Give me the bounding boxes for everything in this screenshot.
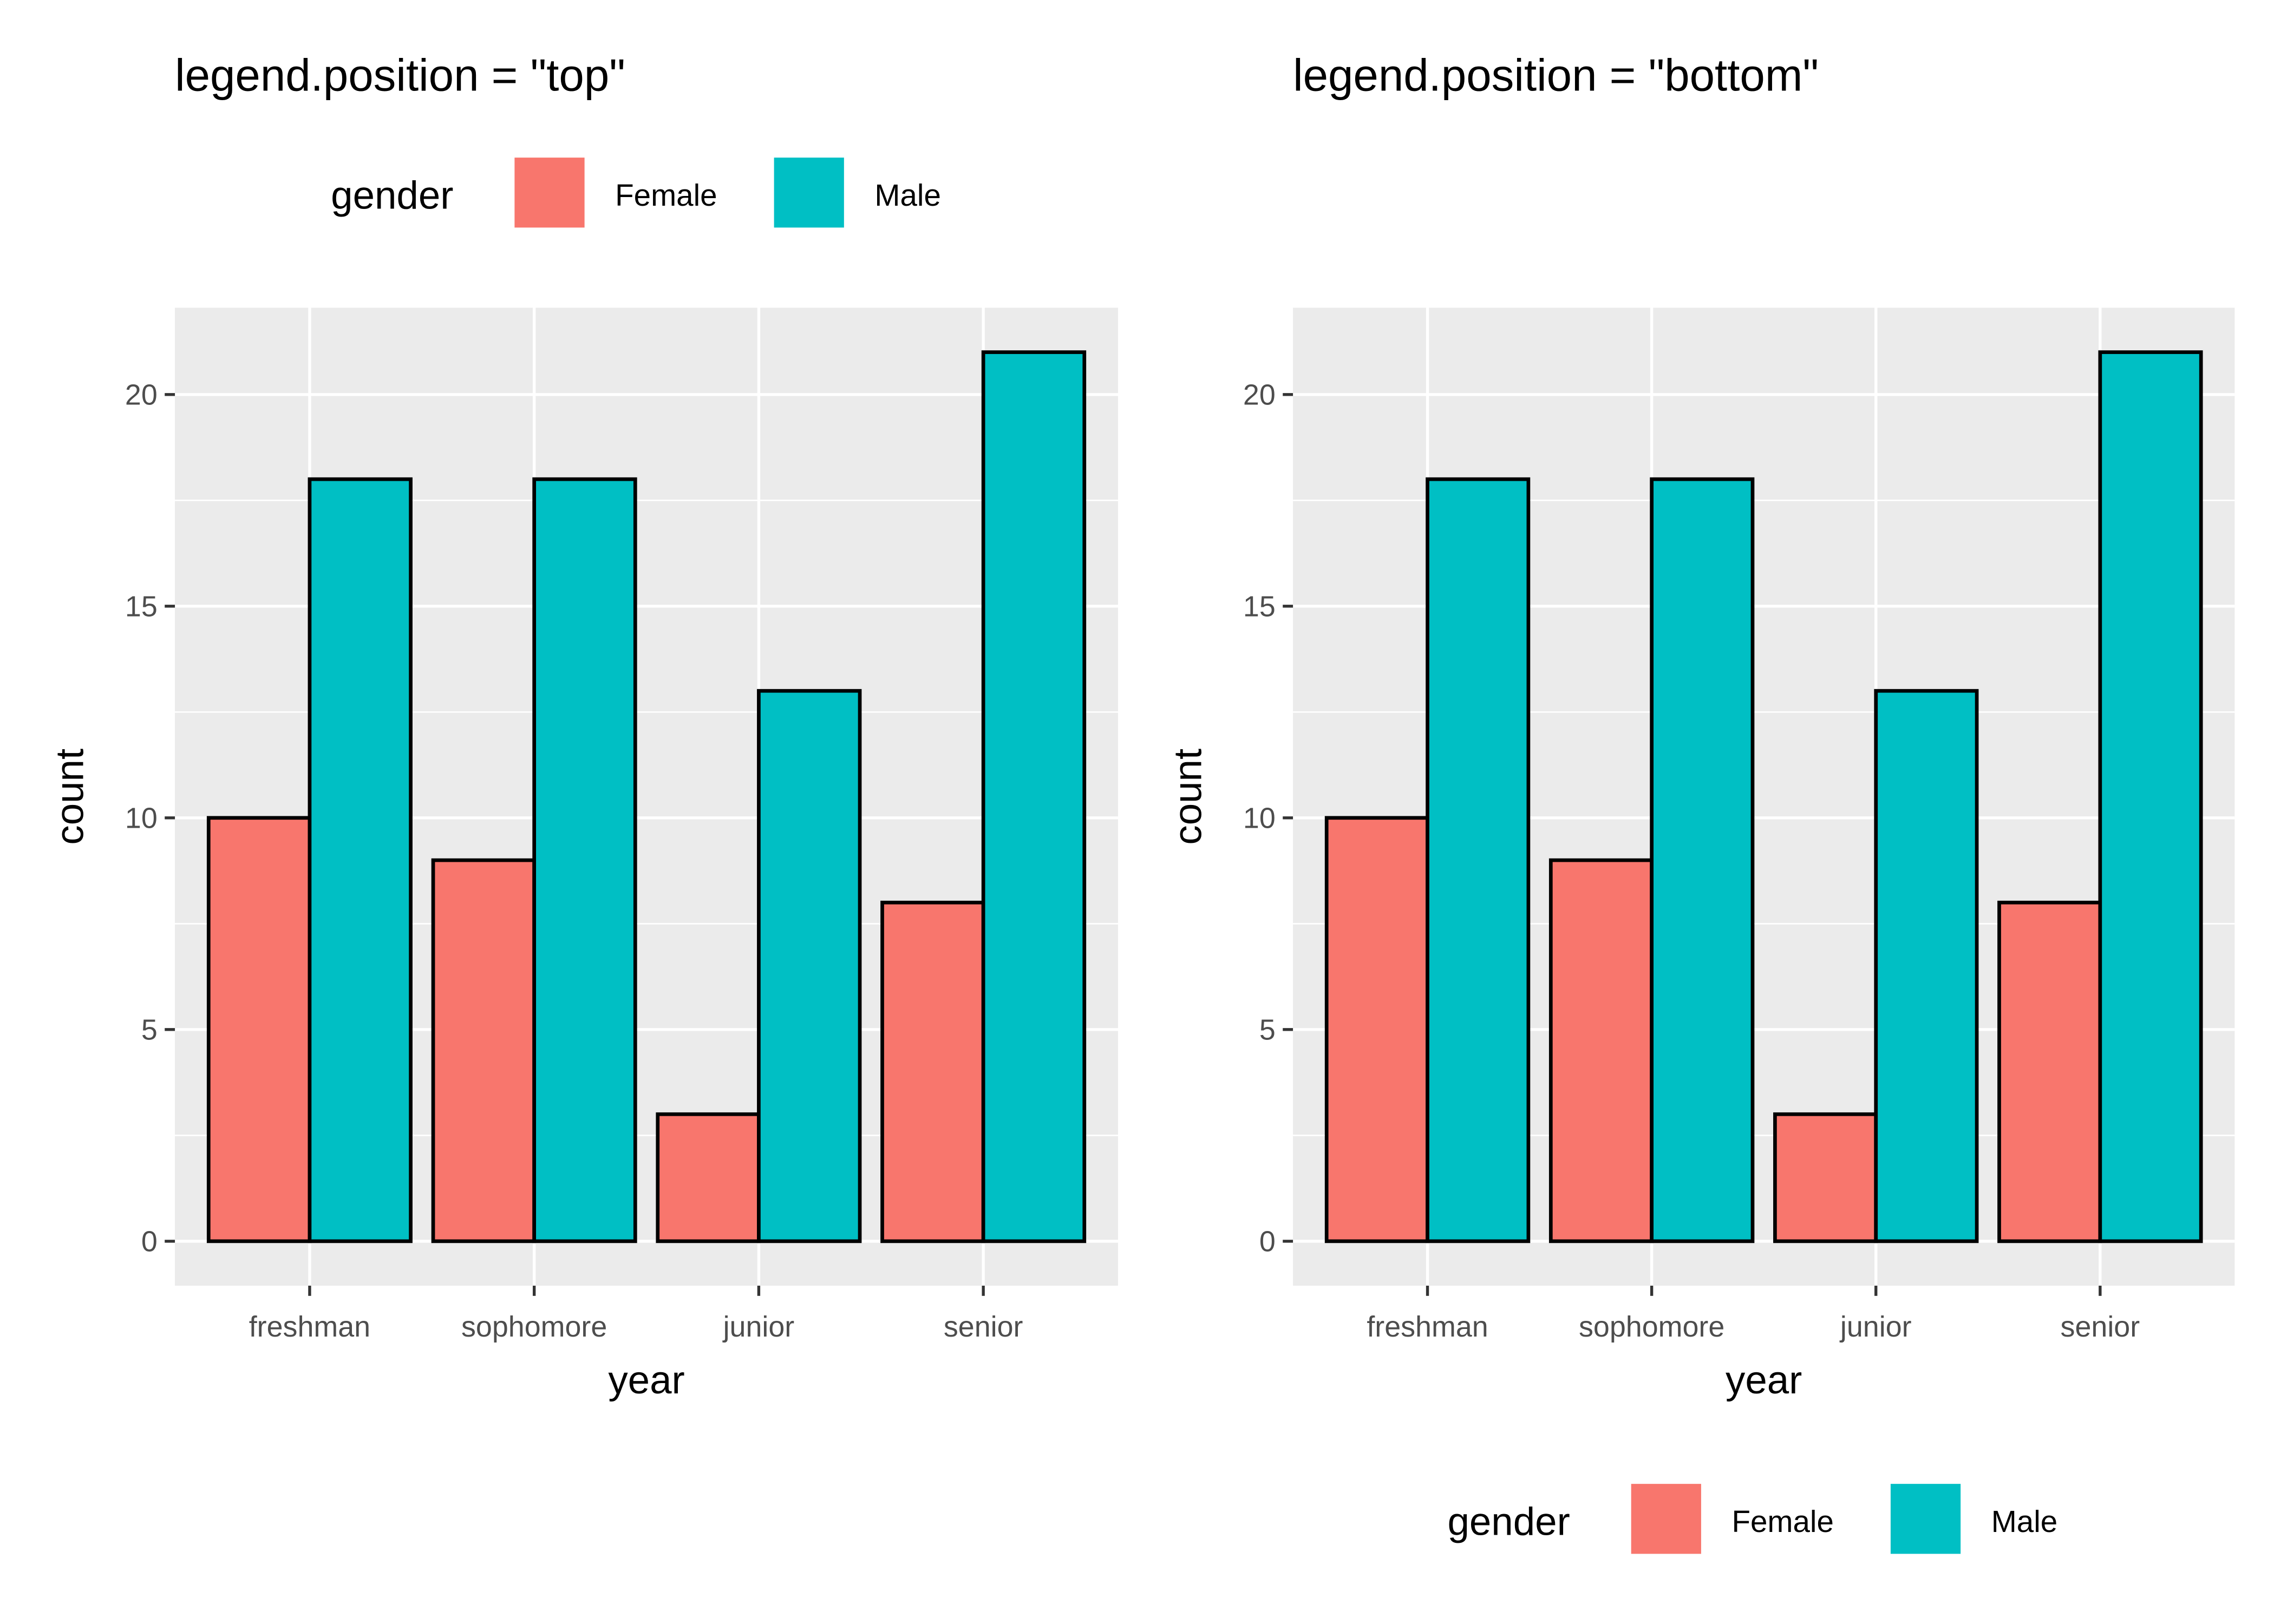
legend-key-female xyxy=(512,154,587,231)
bar-male-freshman xyxy=(1426,477,1531,1243)
bar-male-freshman xyxy=(308,477,413,1243)
legend-key-male xyxy=(771,154,847,231)
y-tick-label: 15 xyxy=(1243,591,1276,623)
bar-male-sophomore xyxy=(1650,477,1755,1243)
y-tick-label: 5 xyxy=(1259,1014,1276,1046)
bar-female-junior xyxy=(656,1112,761,1243)
y-axis-title: count xyxy=(48,749,92,845)
bar-male-senior xyxy=(981,350,1087,1243)
y-tick-label: 10 xyxy=(1243,802,1276,835)
legend-label-female: Female xyxy=(615,178,717,212)
y-axis-title: count xyxy=(1166,749,1210,845)
bar-female-senior xyxy=(880,900,985,1243)
x-tick-label: freshman xyxy=(1367,1311,1488,1343)
y-tick-label: 20 xyxy=(1243,379,1276,411)
x-tick-label: junior xyxy=(1839,1311,1912,1343)
y-tick-label: 0 xyxy=(1259,1226,1276,1258)
chart-title: legend.position = "bottom" xyxy=(1293,49,1819,100)
bar-male-junior xyxy=(757,689,862,1243)
x-tick-label: sophomore xyxy=(1579,1311,1724,1343)
bar-male-senior xyxy=(2098,350,2203,1243)
bar-male-sophomore xyxy=(532,477,637,1243)
x-tick-label: junior xyxy=(722,1311,795,1343)
bar-female-freshman xyxy=(1324,816,1429,1243)
chart-title: legend.position = "top" xyxy=(175,49,625,100)
bar-female-sophomore xyxy=(1548,858,1654,1243)
legend: gender Female Male xyxy=(1447,1481,2058,1557)
legend-label-male: Male xyxy=(1991,1504,2058,1538)
x-tick-label: senior xyxy=(944,1311,1023,1343)
y-tick-label: 20 xyxy=(125,379,158,411)
x-tick-label: sophomore xyxy=(461,1311,607,1343)
x-axis-title: year xyxy=(1726,1358,1802,1402)
x-tick-label: senior xyxy=(2061,1311,2140,1343)
x-tick-label: freshman xyxy=(249,1311,370,1343)
x-axis-title: year xyxy=(608,1358,684,1402)
chart-panel-1: legend.position = "top" 0 5 10 15 20 freshman s… xyxy=(48,49,1119,1402)
legend-title: gender xyxy=(1447,1499,1570,1543)
legend-key-male xyxy=(1887,1481,1964,1557)
y-tick-label: 5 xyxy=(141,1014,158,1046)
y-tick-label: 10 xyxy=(125,802,158,835)
bar-female-sophomore xyxy=(431,858,537,1243)
bar-female-junior xyxy=(1773,1112,1878,1243)
legend-label-female: Female xyxy=(1731,1504,1833,1538)
legend: gender Female Male xyxy=(331,154,941,231)
y-tick-label: 15 xyxy=(125,591,158,623)
bar-male-junior xyxy=(1874,689,1979,1243)
legend-key-female xyxy=(1628,1481,1704,1557)
legend-title: gender xyxy=(331,173,453,217)
y-tick-label: 0 xyxy=(141,1226,158,1258)
legend-label-male: Male xyxy=(874,178,941,212)
bar-female-freshman xyxy=(206,816,312,1243)
bar-female-senior xyxy=(1997,900,2102,1243)
chart-panel-2: legend.position = "bottom" 0 5 10 15 20 freshm… xyxy=(1166,49,2235,1557)
